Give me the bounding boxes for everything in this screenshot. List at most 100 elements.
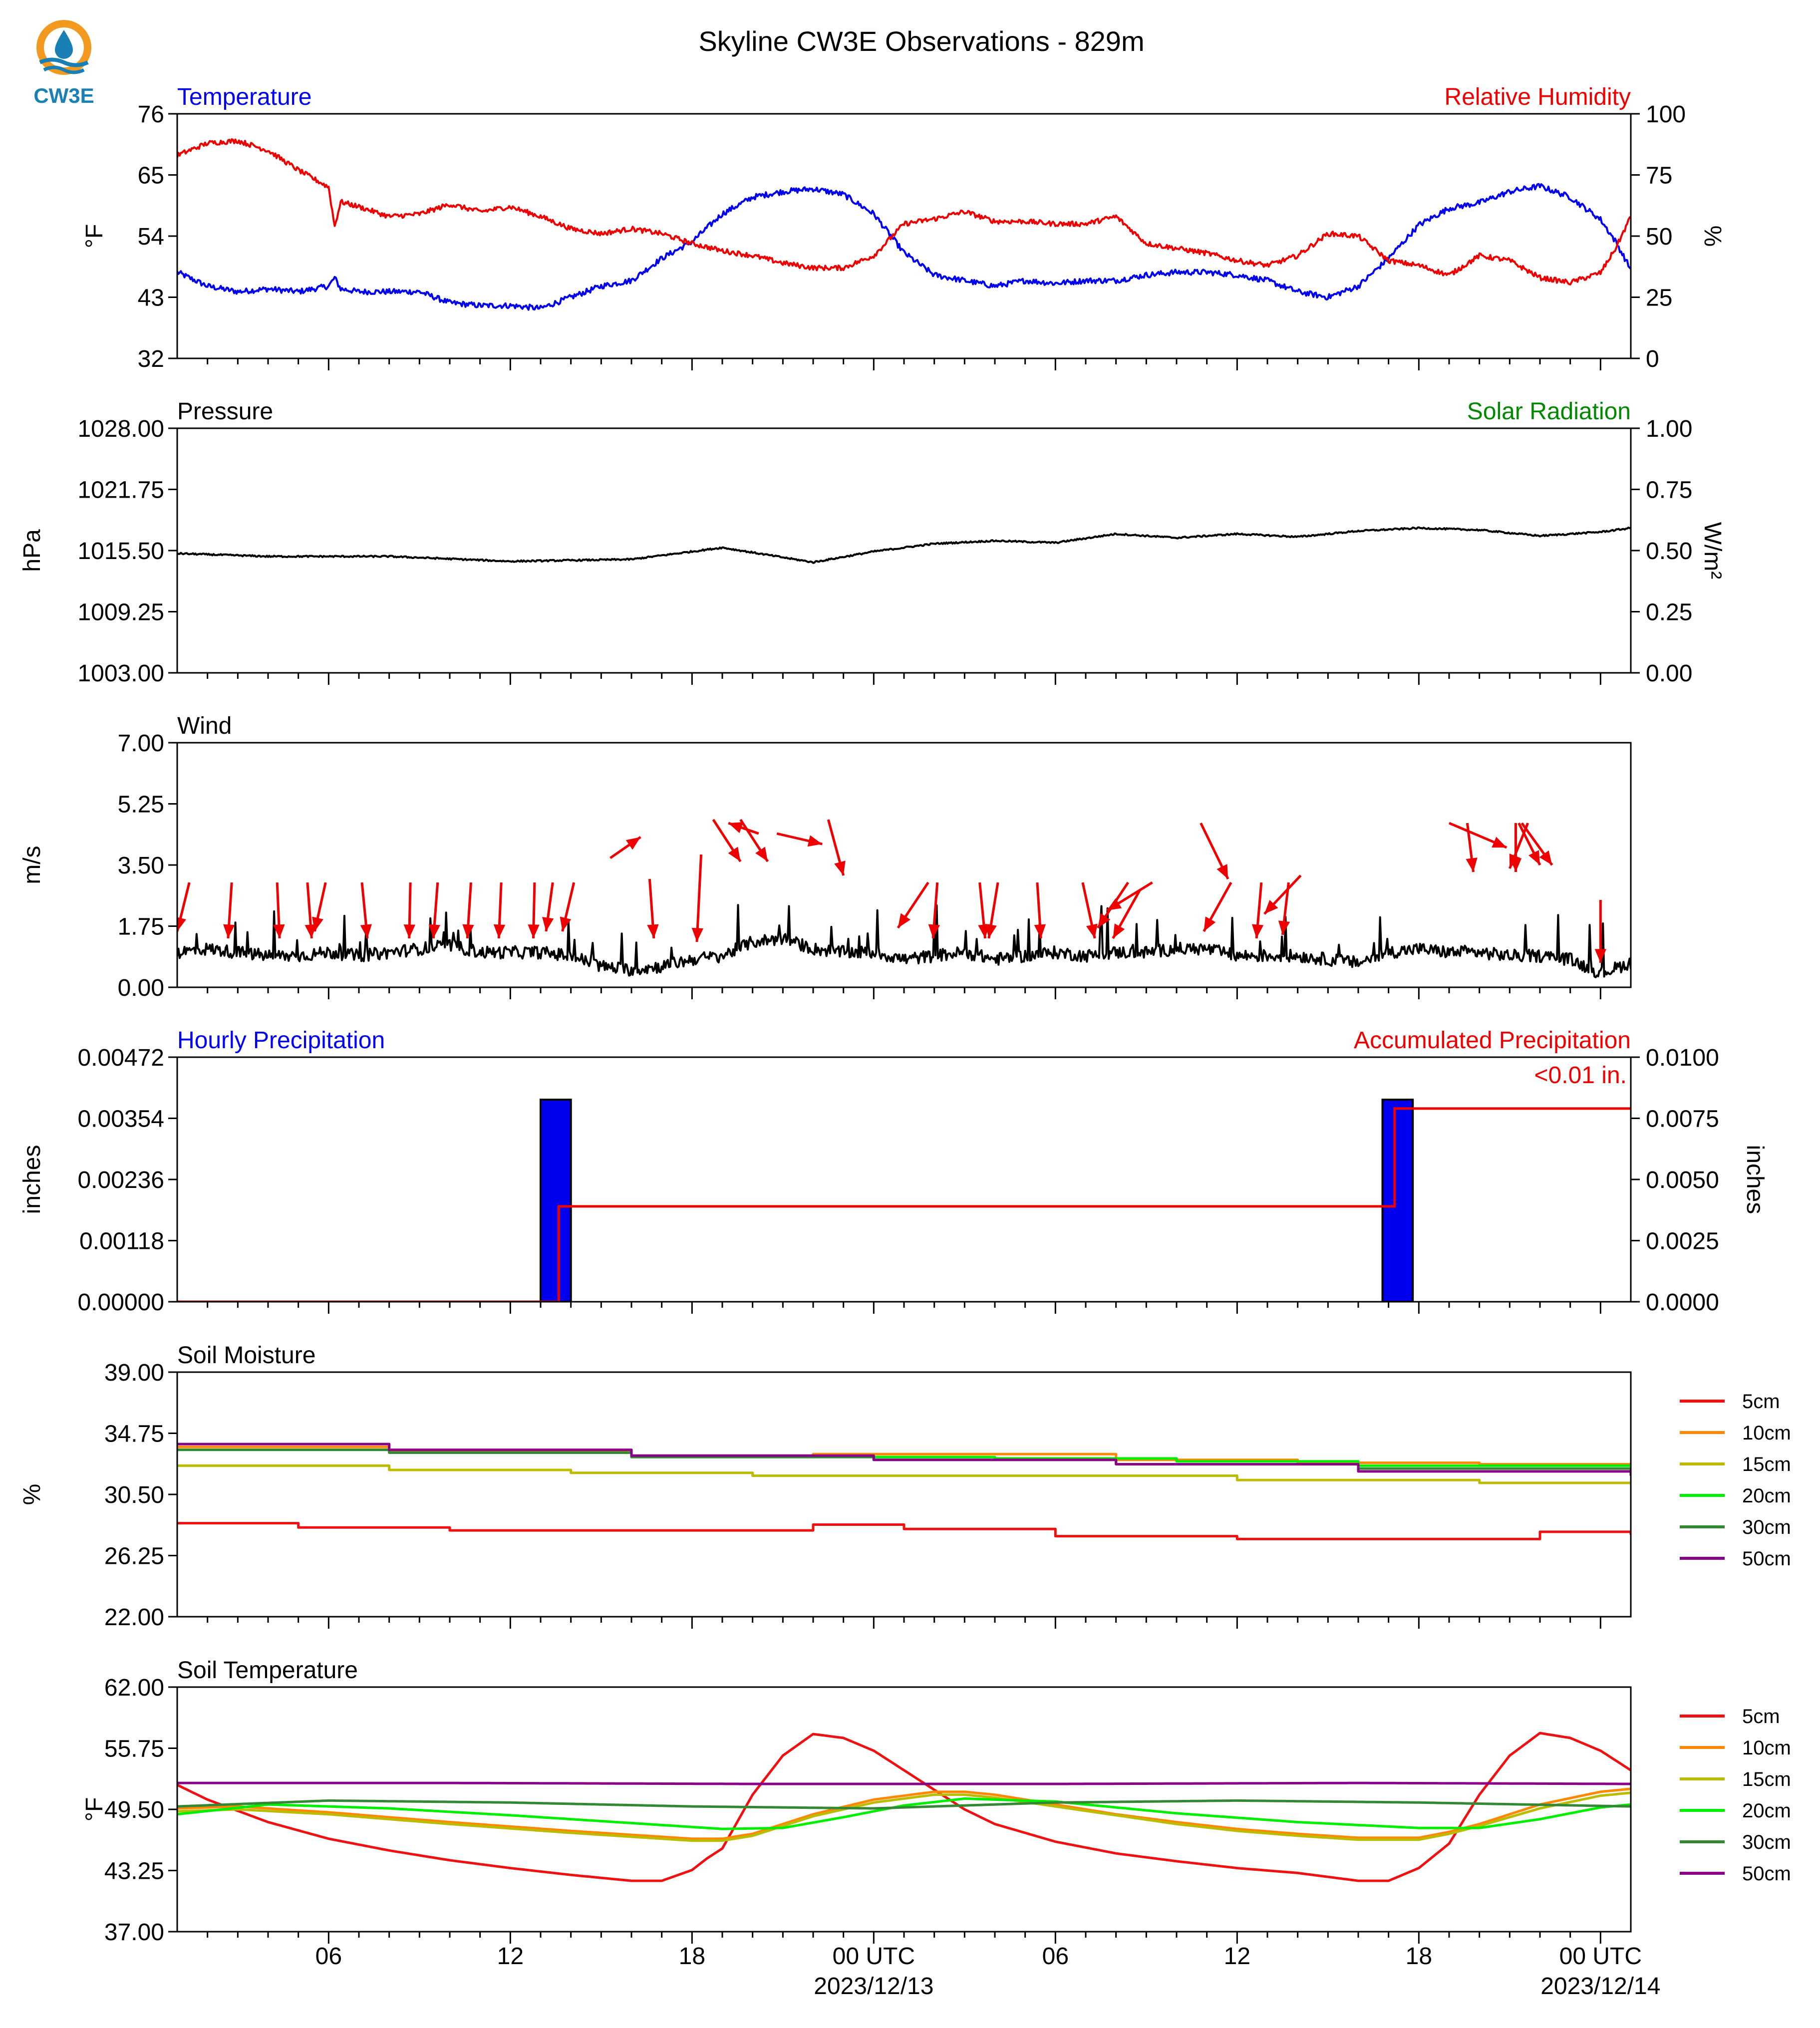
wind-arrow xyxy=(1106,881,1153,912)
plot-area xyxy=(177,1099,1631,1302)
legend-label: 5cm xyxy=(1742,1391,1780,1413)
panel-frame xyxy=(176,1056,1632,1303)
wind-arrow xyxy=(1203,881,1232,932)
y-tick-label-right: 0.0075 xyxy=(1646,1106,1719,1133)
wind-arrow xyxy=(827,819,846,876)
legend-label: 30cm xyxy=(1742,1516,1791,1538)
legend: 5cm 10cm 15cm 20cm 30cm 50cm xyxy=(1680,1706,1791,1885)
panel-title-left: Soil Moisture xyxy=(177,1342,315,1369)
legend-label: 5cm xyxy=(1742,1706,1780,1728)
y-tick-label: 30.50 xyxy=(104,1482,164,1508)
y-tick-label-right: 0.00 xyxy=(1646,660,1692,687)
y-tick-label: 37.00 xyxy=(104,1919,164,1946)
y-tick-label: 1028.00 xyxy=(77,416,164,442)
wind-arrow xyxy=(776,832,823,847)
y-tick-label: 43 xyxy=(138,285,164,311)
y-tick-label: 65 xyxy=(138,163,164,189)
y-axis-label-right: % xyxy=(1699,226,1726,247)
series-10cm xyxy=(177,1446,1631,1465)
x-tick-label: 00 UTC xyxy=(1559,1943,1642,1970)
wind-arrow xyxy=(1278,882,1290,935)
x-tick-date-label: 2023/12/13 xyxy=(814,1973,933,2000)
y-axis-label: °F xyxy=(81,1797,108,1822)
x-tick-label: 12 xyxy=(497,1943,524,1970)
legend-label: 30cm xyxy=(1742,1831,1791,1853)
wind-arrow xyxy=(1251,882,1264,939)
y-tick-label: 0.00 xyxy=(118,975,164,1001)
panel-title-left: Temperature xyxy=(177,84,311,110)
series-temp-0 xyxy=(177,183,1631,311)
series-15cm xyxy=(177,1464,1631,1484)
series-5cm xyxy=(177,1522,1631,1540)
wind-arrow xyxy=(560,882,576,932)
x-tick-label: 06 xyxy=(315,1943,342,1970)
panel-title-left: Pressure xyxy=(177,398,273,425)
y-tick-label: 0.00354 xyxy=(77,1106,164,1133)
y-tick-label: 1.75 xyxy=(118,914,164,940)
y-axis-label: % xyxy=(19,1484,45,1505)
legend: 5cm 10cm 15cm 20cm 30cm 50cm xyxy=(1680,1391,1791,1570)
legend-label: 15cm xyxy=(1742,1453,1791,1475)
plot-area xyxy=(177,819,1631,978)
y-tick-label: 0.00472 xyxy=(77,1045,164,1071)
panel-title-right: Accumulated Precipitation xyxy=(1354,1027,1631,1054)
y-tick-label: 22.00 xyxy=(104,1604,164,1631)
plot-area xyxy=(177,526,1631,564)
panel-wind: 0.00 1.75 3.50 5.25 7.00 Wind m/s xyxy=(19,713,1632,1001)
panel-temp: 32 43 54 65 76 0 25 50 75 100 Temperature Relative … xyxy=(81,84,1726,372)
wind-arrow xyxy=(647,878,659,939)
y-tick-label-right: 100 xyxy=(1646,101,1686,128)
y-tick-label-right: 0.0025 xyxy=(1646,1228,1719,1255)
x-tick-label: 06 xyxy=(1042,1943,1069,1970)
y-tick-label: 0.00118 xyxy=(79,1228,164,1255)
legend-label: 20cm xyxy=(1742,1800,1791,1822)
y-tick-label: 54 xyxy=(138,224,164,250)
wind-arrow xyxy=(360,882,372,939)
y-tick-label: 0.00236 xyxy=(77,1167,164,1193)
x-tick-label: 18 xyxy=(679,1943,705,1970)
y-tick-label: 1009.25 xyxy=(77,599,164,626)
y-axis-label-right: inches xyxy=(1742,1145,1768,1214)
wind-arrow xyxy=(1449,822,1508,849)
series-15cm xyxy=(177,1791,1631,1842)
y-axis-label-right: W/m² xyxy=(1699,522,1726,579)
wind-arrow xyxy=(1509,823,1529,869)
wind-arrow xyxy=(177,882,191,932)
series-10cm xyxy=(177,1787,1631,1840)
plot-area xyxy=(177,1443,1631,1540)
wind-arrow xyxy=(312,882,327,932)
wind-arrow xyxy=(1112,888,1142,939)
wind-arrow xyxy=(1200,822,1229,880)
panel-frame xyxy=(176,1686,1632,1933)
accum-annotation: <0.01 in. xyxy=(1534,1062,1627,1089)
precip-bar xyxy=(540,1099,572,1302)
plot-area xyxy=(177,1732,1631,1882)
y-tick-label: 1021.75 xyxy=(77,477,164,504)
y-axis-label: hPa xyxy=(19,529,45,572)
y-tick-label-right: 1.00 xyxy=(1646,416,1692,442)
y-tick-label-right: 25 xyxy=(1646,285,1672,311)
plot-area xyxy=(177,138,1631,311)
panel-title-left: Soil Temperature xyxy=(177,1657,358,1684)
wind-arrow xyxy=(1034,882,1046,939)
y-tick-label-right: 75 xyxy=(1646,163,1672,189)
wind-arrow xyxy=(609,836,641,860)
x-tick-label: 18 xyxy=(1406,1943,1432,1970)
cw3e-logo: CW3E xyxy=(20,15,115,110)
series-5cm xyxy=(177,1732,1631,1882)
legend-label: 20cm xyxy=(1742,1485,1791,1507)
series-wind-0 xyxy=(177,904,1631,978)
logo-text: CW3E xyxy=(33,84,94,107)
panel-frame xyxy=(176,742,1632,988)
wind-arrow xyxy=(462,882,474,939)
y-tick-label-right: 0.25 xyxy=(1646,599,1692,626)
wind-arrow xyxy=(712,819,742,863)
legend-label: 10cm xyxy=(1742,1422,1791,1444)
x-tick-date-label: 2023/12/14 xyxy=(1540,1973,1660,2000)
y-tick-label-right: 0.75 xyxy=(1646,477,1692,504)
y-tick-label: 1003.00 xyxy=(77,660,164,687)
panel-frame xyxy=(176,427,1632,674)
series-temp-1 xyxy=(177,138,1631,286)
y-tick-label-right: 0.0100 xyxy=(1646,1045,1719,1071)
